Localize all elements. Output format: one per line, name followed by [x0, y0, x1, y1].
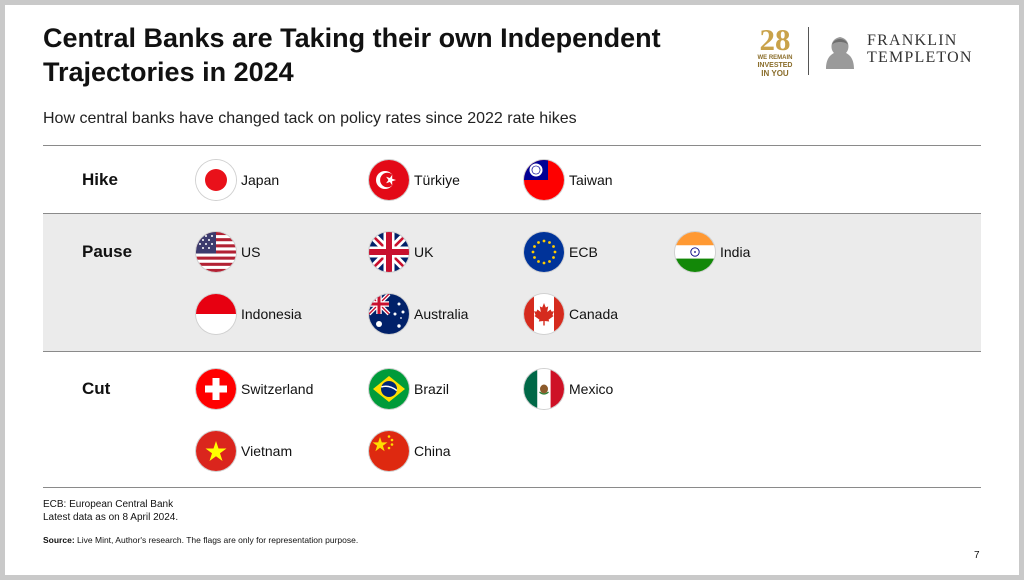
country-name: India: [720, 244, 751, 260]
divider-hike-pause: [43, 213, 981, 214]
country-item-ecb: ECB: [524, 232, 598, 272]
mexico-flag-icon: [524, 369, 564, 409]
vietnam-flag-icon: [196, 431, 236, 471]
footnote-ecb: ECB: European Central Bank: [43, 499, 174, 510]
indonesia-flag-icon: [196, 294, 236, 334]
country-item-australia: Australia: [369, 294, 468, 334]
country-item-uk: UK: [369, 232, 433, 272]
country-item-turkiye: Türkiye: [369, 160, 460, 200]
country-item-brazil: Brazil: [369, 369, 449, 409]
country-name: China: [414, 443, 451, 459]
japan-flag-icon: [196, 160, 236, 200]
country-name: Switzerland: [241, 381, 314, 397]
svg-text:WE REMAIN: WE REMAIN: [758, 55, 793, 61]
country-name: Australia: [414, 306, 469, 322]
franklin-templeton-logo: FRANKLIN TEMPLETON: [867, 32, 973, 66]
divider-pause-cut: [43, 351, 981, 352]
country-item-india: India: [675, 232, 750, 272]
country-name: Taiwan: [569, 172, 613, 188]
divider-bottom: [43, 487, 981, 488]
footnote-date: Latest data as on 8 April 2024.: [43, 512, 179, 523]
country-item-us: US: [196, 232, 260, 272]
slide: Central Banks are Taking their own Indep…: [5, 5, 1019, 575]
turkiye-flag-icon: [369, 160, 409, 200]
country-item-switzerland: Switzerland: [196, 369, 313, 409]
svg-text:INVESTED: INVESTED: [757, 62, 792, 69]
india-flag-icon: [675, 232, 715, 272]
country-name: Vietnam: [241, 443, 293, 459]
country-item-japan: Japan: [196, 160, 279, 200]
country-name: ECB: [569, 244, 598, 260]
anniversary-28-logo: 28 WE REMAIN INVESTED IN YOU: [757, 23, 793, 77]
svg-text:IN YOU: IN YOU: [761, 69, 789, 77]
country-name: Indonesia: [241, 306, 302, 322]
country-item-canada: Canada: [524, 294, 618, 334]
country-name: Brazil: [414, 381, 450, 397]
source-note: Source: Live Mint, Author's research. Th…: [43, 535, 358, 545]
source-text: Live Mint, Author's research. The flags …: [77, 535, 359, 545]
country-item-vietnam: Vietnam: [196, 431, 292, 471]
switzerland-flag-icon: [196, 369, 236, 409]
category-label-cut: Cut: [82, 379, 111, 398]
logo-divider: [808, 27, 809, 75]
eu-flag-icon: [524, 232, 564, 272]
country-item-taiwan: Taiwan: [524, 160, 613, 200]
canada-flag-icon: [524, 294, 564, 334]
brazil-flag-icon: [369, 369, 409, 409]
source-label: Source:: [43, 535, 75, 545]
franklin-portrait-icon: [826, 37, 854, 69]
page-number: 7: [974, 550, 980, 561]
pause-row-background: [43, 213, 981, 351]
taiwan-flag-icon: [524, 160, 564, 200]
us-flag-icon: [196, 232, 236, 272]
uk-flag-icon: [369, 232, 409, 272]
country-name: US: [241, 244, 261, 260]
divider-top: [43, 145, 981, 146]
country-item-indonesia: Indonesia: [196, 294, 302, 334]
country-item-china: China: [369, 431, 451, 471]
country-name: Mexico: [569, 381, 614, 397]
country-name: UK: [414, 244, 434, 260]
svg-text:28: 28: [760, 23, 791, 57]
category-label-pause: Pause: [82, 242, 133, 261]
australia-flag-icon: [369, 294, 409, 334]
page-subtitle: How central banks have changed tack on p…: [43, 110, 577, 127]
country-item-mexico: Mexico: [524, 369, 613, 409]
china-flag-icon: [369, 431, 409, 471]
page-title: Central Banks are Taking their own Indep…: [43, 23, 661, 87]
country-name: Canada: [569, 306, 619, 322]
country-name: Japan: [241, 172, 280, 188]
category-label-hike: Hike: [82, 170, 118, 189]
country-name: Türkiye: [414, 172, 460, 188]
